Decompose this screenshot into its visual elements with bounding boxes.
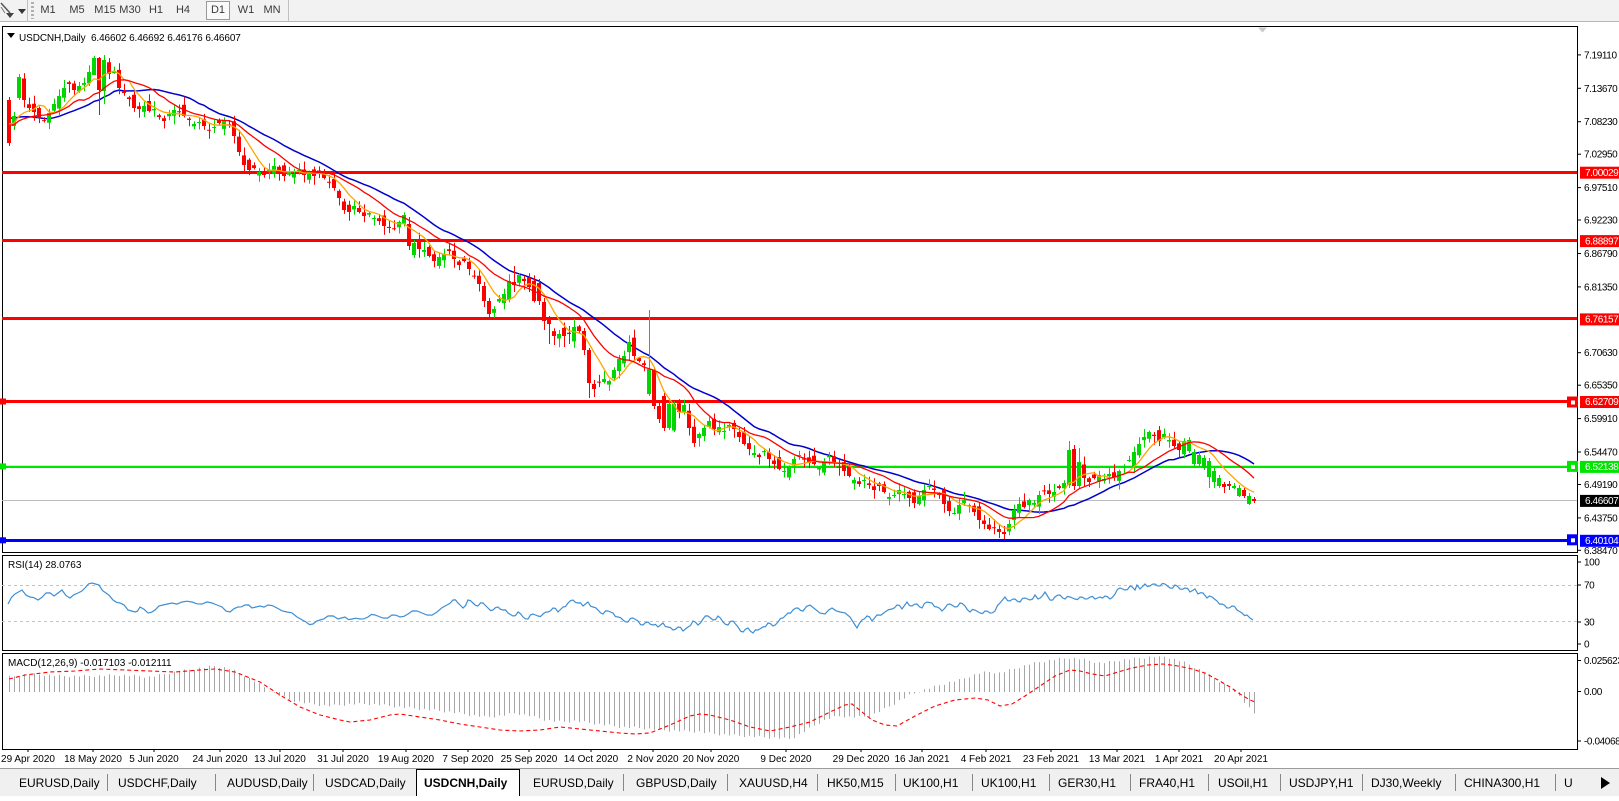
svg-text:7.19110: 7.19110 — [1584, 50, 1617, 61]
svg-text:6.38470: 6.38470 — [1584, 546, 1618, 557]
svg-text:6.97510: 6.97510 — [1584, 183, 1618, 194]
svg-text:18 May 2020: 18 May 2020 — [64, 754, 122, 765]
svg-text:6.52138: 6.52138 — [1585, 462, 1619, 473]
svg-text:13 Jul 2020: 13 Jul 2020 — [254, 754, 306, 765]
svg-text:31 Jul 2020: 31 Jul 2020 — [317, 754, 369, 765]
svg-text:6.92230: 6.92230 — [1584, 216, 1618, 227]
svg-text:24 Jun 2020: 24 Jun 2020 — [192, 754, 247, 765]
svg-text:6.76157: 6.76157 — [1585, 315, 1619, 326]
svg-text:0: 0 — [1584, 640, 1590, 651]
svg-text:6.81350: 6.81350 — [1584, 282, 1618, 293]
svg-text:MACD(12,26,9) -0.017103 -0.012: MACD(12,26,9) -0.017103 -0.012111 — [8, 658, 172, 669]
svg-text:2 Nov 2020: 2 Nov 2020 — [627, 754, 679, 765]
svg-text:-0.040688: -0.040688 — [1584, 737, 1619, 748]
svg-text:7.08230: 7.08230 — [1584, 117, 1618, 128]
svg-text:5 Jun 2020: 5 Jun 2020 — [129, 754, 179, 765]
svg-text:7.02950: 7.02950 — [1584, 150, 1618, 161]
svg-text:1 Apr 2021: 1 Apr 2021 — [1155, 754, 1204, 765]
svg-text:6.62709: 6.62709 — [1585, 397, 1619, 408]
svg-text:6.54470: 6.54470 — [1584, 448, 1618, 459]
svg-text:6.88897: 6.88897 — [1585, 236, 1619, 247]
svg-text:6.43750: 6.43750 — [1584, 513, 1618, 524]
svg-text:4 Feb 2021: 4 Feb 2021 — [961, 754, 1012, 765]
svg-text:6.59910: 6.59910 — [1584, 414, 1618, 425]
svg-text:6.70630: 6.70630 — [1584, 348, 1618, 359]
svg-text:13 Mar 2021: 13 Mar 2021 — [1089, 754, 1146, 765]
svg-text:29 Apr 2020: 29 Apr 2020 — [1, 754, 55, 765]
svg-text:29 Dec 2020: 29 Dec 2020 — [833, 754, 890, 765]
svg-text:70: 70 — [1584, 581, 1595, 592]
svg-text:19 Aug 2020: 19 Aug 2020 — [378, 754, 435, 765]
svg-text:6.86790: 6.86790 — [1584, 249, 1618, 260]
svg-text:6.46607: 6.46607 — [1585, 496, 1619, 507]
svg-text:0.025623: 0.025623 — [1584, 656, 1619, 667]
svg-text:USDCNH,Daily 6.46602 6.46692: USDCNH,Daily 6.46602 6.46692 6.46176 6.4… — [19, 33, 241, 44]
svg-text:20 Nov 2020: 20 Nov 2020 — [683, 754, 740, 765]
svg-text:7.13670: 7.13670 — [1584, 84, 1618, 95]
svg-text:7 Sep 2020: 7 Sep 2020 — [442, 754, 494, 765]
svg-text:0.00: 0.00 — [1584, 687, 1603, 698]
svg-text:23 Feb 2021: 23 Feb 2021 — [1023, 754, 1080, 765]
svg-text:7.00029: 7.00029 — [1585, 168, 1619, 179]
svg-text:9 Dec 2020: 9 Dec 2020 — [760, 754, 812, 765]
svg-text:20 Apr 2021: 20 Apr 2021 — [1214, 754, 1268, 765]
svg-text:16 Jan 2021: 16 Jan 2021 — [894, 754, 949, 765]
svg-text:6.49190: 6.49190 — [1584, 480, 1618, 491]
svg-text:14 Oct 2020: 14 Oct 2020 — [564, 754, 619, 765]
svg-text:6.65350: 6.65350 — [1584, 381, 1618, 392]
svg-text:6.40104: 6.40104 — [1585, 536, 1619, 547]
svg-text:RSI(14) 28.0763: RSI(14) 28.0763 — [8, 560, 82, 571]
svg-text:100: 100 — [1584, 558, 1600, 569]
svg-text:25 Sep 2020: 25 Sep 2020 — [501, 754, 558, 765]
svg-text:30: 30 — [1584, 618, 1595, 629]
